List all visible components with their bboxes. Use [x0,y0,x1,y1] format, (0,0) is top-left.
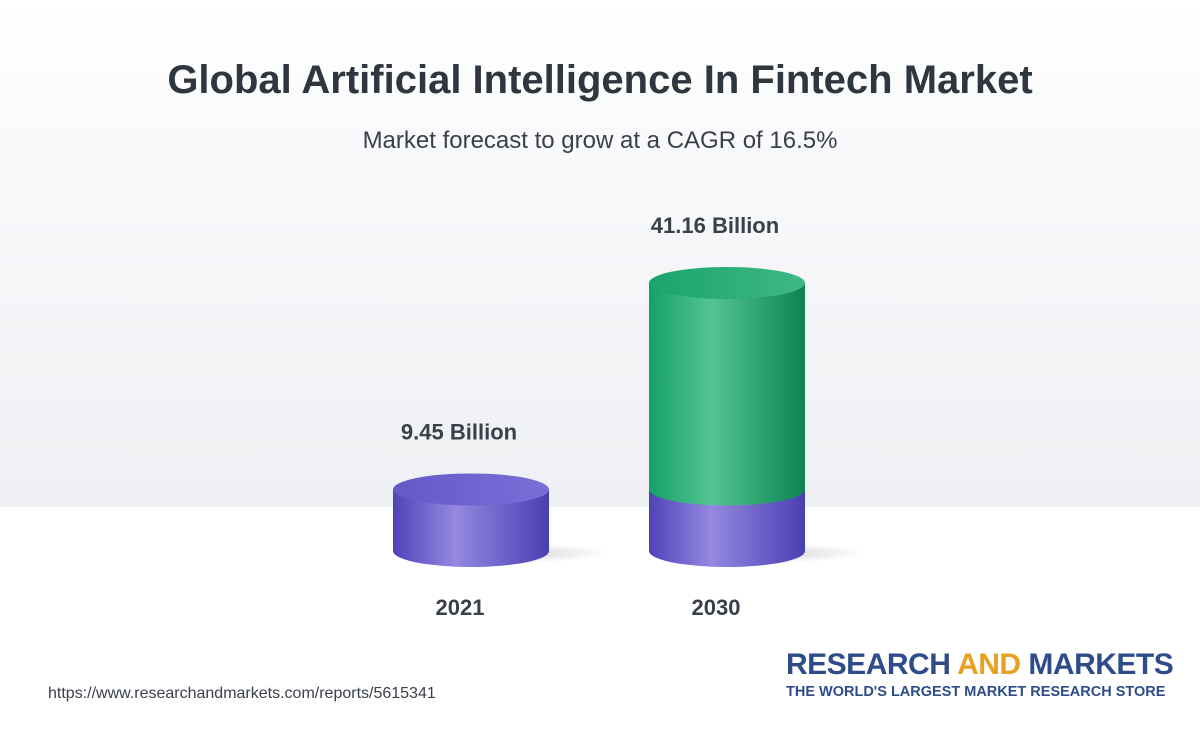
bar-2030: 41.16 Billion 2030 [649,213,865,620]
bar-base-segment [649,489,805,567]
brand-tagline: THE WORLD'S LARGEST MARKET RESEARCH STOR… [786,684,1166,700]
brand-name: RESEARCH AND MARKETS [786,648,1174,681]
bar-value-label: 9.45 Billion [401,419,517,444]
category-label: 2021 [436,595,485,620]
bar-top [393,473,549,506]
bar-growth-segment [649,283,805,506]
bar-2021: 9.45 Billion 2021 [393,419,609,620]
source-url[interactable]: https://www.researchandmarkets.com/repor… [48,685,436,702]
chart-subtitle: Market forecast to grow at a CAGR of 16.… [362,127,838,154]
background-gradient [0,0,1200,507]
bar-value-label: 41.16 Billion [651,213,779,238]
bar-top [649,267,805,299]
brand-logo[interactable]: RESEARCH AND MARKETS THE WORLD'S LARGEST… [786,648,1174,700]
category-label: 2030 [692,595,741,620]
bar-body [393,489,549,567]
chart-title: Global Artificial Intelligence In Fintec… [167,58,1033,102]
